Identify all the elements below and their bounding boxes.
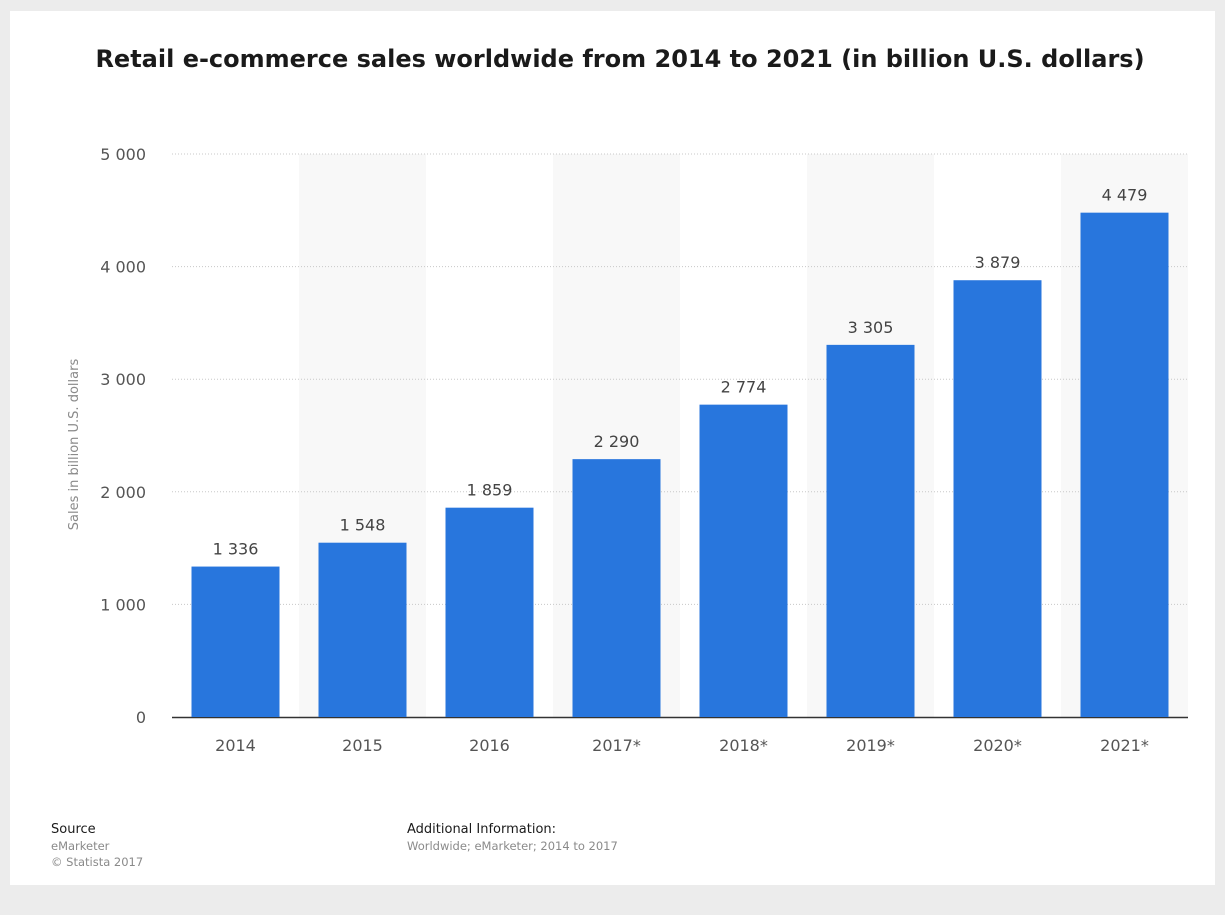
source-heading: Source bbox=[51, 822, 96, 837]
y-tick-label: 1 000 bbox=[100, 595, 146, 614]
gridline-layer bbox=[172, 153, 1188, 719]
y-tick-label: 0 bbox=[136, 708, 146, 727]
y-axis-title: Sales in billion U.S. dollars bbox=[67, 359, 82, 531]
footer-source: Source eMarketer © Statista 2017 bbox=[51, 821, 143, 870]
data-label: 1 548 bbox=[340, 516, 386, 535]
footer-additional-info: Additional Information: Worldwide; eMark… bbox=[407, 821, 618, 854]
bar bbox=[572, 459, 661, 717]
x-tick-label: 2018* bbox=[719, 736, 768, 755]
y-tick-label: 2 000 bbox=[100, 483, 146, 502]
bar bbox=[699, 404, 788, 717]
data-label: 1 859 bbox=[467, 481, 513, 500]
data-label: 4 479 bbox=[1102, 186, 1148, 205]
bar bbox=[318, 542, 407, 717]
info-heading: Additional Information: bbox=[407, 822, 557, 837]
y-tick-label: 5 000 bbox=[100, 145, 146, 164]
x-tick-label: 2016 bbox=[469, 736, 510, 755]
x-tick-label: 2019* bbox=[846, 736, 895, 755]
x-tick-label: 2020* bbox=[973, 736, 1022, 755]
info-text: Worldwide; eMarketer; 2014 to 2017 bbox=[407, 839, 618, 853]
y-tick-label: 3 000 bbox=[100, 370, 146, 389]
y-tick-label: 4 000 bbox=[100, 258, 146, 277]
bar bbox=[826, 344, 915, 717]
bar-layer bbox=[191, 212, 1169, 717]
data-label: 3 305 bbox=[848, 318, 894, 337]
x-tick-label: 2014 bbox=[215, 736, 256, 755]
bar bbox=[191, 566, 280, 717]
data-label: 2 290 bbox=[594, 432, 640, 451]
copyright-line: © Statista 2017 bbox=[51, 855, 144, 869]
bar bbox=[953, 280, 1042, 717]
bar bbox=[445, 507, 534, 717]
bar bbox=[1080, 212, 1169, 717]
source-line: eMarketer bbox=[51, 839, 110, 853]
data-label: 1 336 bbox=[213, 540, 259, 559]
chart-title: Retail e-commerce sales worldwide from 2… bbox=[95, 45, 1145, 73]
x-tick-label: 2015 bbox=[342, 736, 383, 755]
label-layer: 0 1 000 2 000 3 000 4 000 5 000 1 336 2014 1 548… bbox=[67, 145, 1149, 755]
data-label: 2 774 bbox=[721, 378, 767, 397]
x-tick-label: 2017* bbox=[592, 736, 641, 755]
x-tick-label: 2021* bbox=[1100, 736, 1149, 755]
data-label: 3 879 bbox=[975, 253, 1021, 272]
